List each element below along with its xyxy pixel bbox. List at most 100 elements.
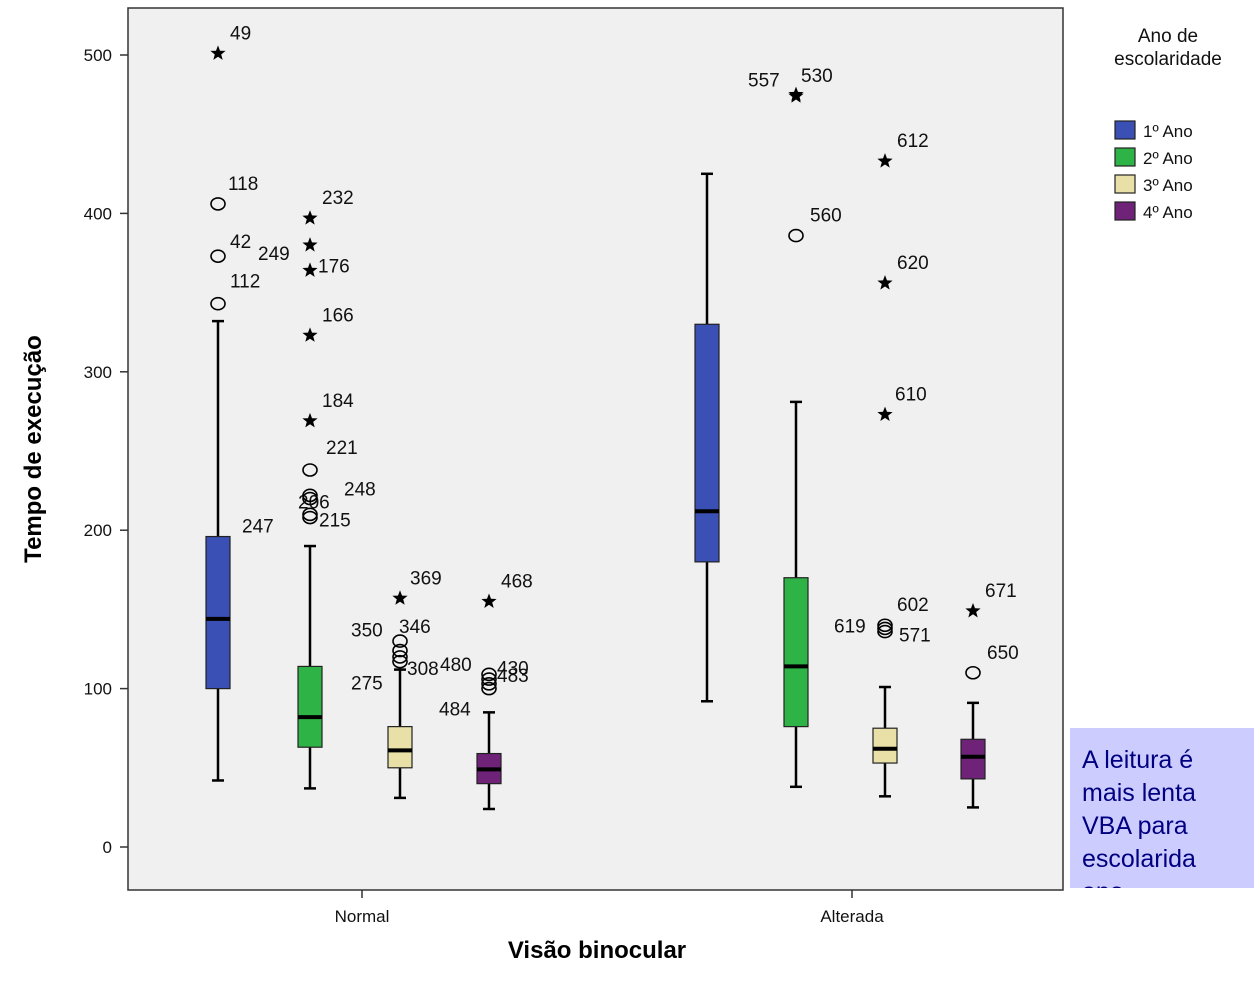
- outlier-label: 221: [326, 438, 358, 459]
- outlier-label: 468: [501, 571, 533, 592]
- outlier-circle: [302, 507, 318, 522]
- outlier-label: 350: [351, 621, 383, 642]
- annotation-box: A leitura é mais lenta VBA para escolari…: [1070, 728, 1254, 888]
- legend-label: 3º Ano: [1143, 176, 1193, 195]
- legend-swatch: [1114, 201, 1136, 221]
- outlier-label: 206: [298, 493, 330, 514]
- legend-swatch: [1114, 120, 1136, 140]
- outlier-label: 42: [230, 232, 251, 253]
- box-rect: [297, 665, 323, 748]
- legend-label: 2º Ano: [1143, 149, 1193, 168]
- outlier-circle: [210, 249, 226, 263]
- outlier-label: 571: [899, 626, 931, 647]
- outlier-label: 249: [258, 244, 290, 265]
- outlier-circle: [392, 654, 408, 669]
- box-1-1: [783, 400, 809, 789]
- legend-title-line1: Ano de: [1138, 26, 1198, 47]
- outlier-label: 530: [801, 66, 833, 87]
- outlier-label: 346: [399, 617, 431, 638]
- outlier-label: 215: [319, 510, 351, 531]
- outlier-label: 610: [895, 385, 927, 406]
- box-0-1: [694, 172, 720, 703]
- box-rect: [387, 726, 413, 769]
- outlier-star: [302, 327, 318, 342]
- outlier-circle: [392, 634, 408, 648]
- legend-swatch: [1114, 147, 1136, 167]
- outlier-label: 480: [440, 655, 472, 676]
- outlier-circle: [877, 618, 893, 633]
- outlier-label: 619: [834, 616, 866, 637]
- y-tick-label: 200: [84, 521, 112, 540]
- outlier-circle: [481, 667, 497, 682]
- box-2-0: [387, 668, 413, 800]
- outlier-circle: [392, 643, 408, 658]
- y-axis-title: Tempo de execução: [20, 335, 47, 563]
- y-tick-label: 300: [84, 363, 112, 382]
- outlier-label: 620: [897, 253, 929, 274]
- outlier-star: [392, 590, 408, 605]
- legend-title-line2: escolaridade: [1114, 49, 1222, 70]
- outlier-circle: [877, 624, 893, 639]
- outlier-circle: [302, 488, 318, 503]
- outlier-label: 557: [748, 71, 780, 92]
- box-3-1: [960, 701, 986, 809]
- outlier-label: 166: [322, 305, 354, 326]
- legend: Ano de escolaridade 1º Ano 2º Ano 3º Ano 4º…: [1114, 26, 1222, 222]
- outlier-star: [302, 237, 318, 252]
- box-2-1: [872, 685, 898, 798]
- outlier-circle: [302, 491, 318, 506]
- outlier-label: 560: [810, 206, 842, 227]
- outlier-star: [481, 593, 497, 608]
- outlier-label: 671: [985, 581, 1017, 602]
- x-axis: Normal Alterada: [335, 890, 884, 926]
- outlier-star: [877, 275, 893, 290]
- outlier-label: 308: [407, 659, 439, 680]
- outlier-circle: [481, 677, 497, 691]
- outlier-label: 232: [322, 188, 354, 209]
- outlier-star: [210, 45, 226, 60]
- outlier-label: 248: [344, 479, 376, 500]
- outlier-label: 112: [230, 272, 260, 293]
- box-rect: [783, 577, 809, 728]
- outlier-circle: [392, 650, 408, 664]
- outlier-circle: [788, 228, 804, 243]
- outlier-star: [302, 262, 318, 277]
- outlier-circle: [481, 681, 497, 696]
- x-tick-label: Normal: [335, 907, 390, 926]
- outlier-circle: [965, 665, 981, 680]
- legend-label: 1º Ano: [1143, 122, 1193, 141]
- outlier-star: [877, 406, 893, 421]
- outlier-circle: [877, 621, 893, 636]
- outlier-label: 484: [439, 700, 471, 721]
- y-axis: 0 100 200 300 400 500: [84, 46, 128, 857]
- box-rect: [872, 727, 898, 764]
- outlier-label: 650: [987, 643, 1019, 664]
- plot-area: [127, 7, 1064, 891]
- outlier-label: 247: [242, 517, 274, 538]
- box-rect: [960, 738, 986, 780]
- outlier-label: 275: [351, 674, 383, 695]
- outlier-star: [302, 210, 318, 225]
- outlier-star: [302, 412, 318, 428]
- box-3-0: [476, 711, 502, 811]
- outlier-circle: [481, 672, 497, 686]
- outlier-circle: [210, 296, 226, 311]
- outlier-star: [965, 603, 981, 618]
- box-1-0: [297, 544, 323, 790]
- outlier-label: 176: [318, 256, 350, 277]
- outlier-label: 483: [497, 666, 529, 687]
- box-0-0: [205, 319, 231, 782]
- outlier-circle: [302, 510, 318, 525]
- outlier-circle: [302, 463, 318, 477]
- x-tick-label: Alterada: [820, 907, 884, 926]
- legend-swatch: [1114, 174, 1136, 194]
- y-tick-label: 0: [103, 838, 112, 857]
- y-tick-label: 500: [84, 46, 112, 65]
- box-series: [205, 172, 986, 811]
- outlier-label: 184: [322, 391, 354, 412]
- outlier-label: 118: [228, 174, 258, 195]
- outlier-star: [788, 88, 804, 103]
- y-tick-label: 400: [84, 204, 112, 223]
